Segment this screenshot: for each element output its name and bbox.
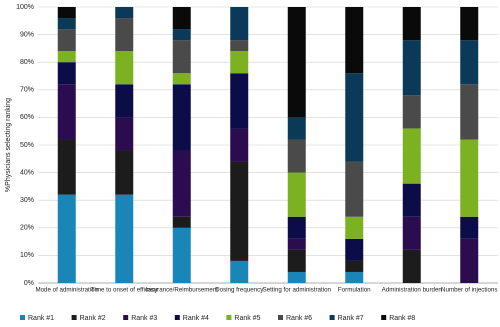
x-tick-label: Administration burden — [382, 287, 443, 294]
bar-segment — [115, 117, 134, 151]
bar-segment — [402, 7, 421, 41]
bar-segment — [402, 249, 421, 283]
bar-segment — [172, 29, 191, 41]
x-tick-label: Setting for administration — [263, 287, 332, 294]
bar-segment — [287, 249, 306, 272]
bar-segment — [57, 18, 76, 30]
bar-segment — [402, 216, 421, 250]
x-tick-label: Number of injections — [441, 287, 497, 294]
bar-segment — [172, 227, 191, 283]
bar-segment — [57, 194, 76, 283]
bar-segment — [57, 51, 76, 63]
bar-segment — [230, 51, 249, 74]
bar-segment — [402, 128, 421, 184]
bar-segment — [460, 7, 479, 41]
legend-swatch — [226, 315, 232, 320]
legend-swatch — [381, 315, 387, 320]
bar-segment — [287, 7, 306, 118]
bar-segment — [172, 73, 191, 85]
legend-swatch — [20, 315, 25, 320]
y-tick-label: 10% — [20, 252, 34, 259]
y-tick-label: 100% — [16, 4, 34, 11]
bar-segment — [402, 183, 421, 217]
legend-label: Rank #4 — [183, 315, 209, 322]
bar-segment — [460, 40, 479, 85]
bar-segment — [172, 40, 191, 74]
bar-segment — [115, 7, 134, 19]
bar-segment — [230, 161, 249, 261]
y-axis-label: %Physicians selecting ranking — [5, 98, 12, 192]
legend-label: Rank #8 — [389, 315, 415, 322]
bar-segment — [345, 7, 364, 74]
bar-segment — [230, 128, 249, 162]
bar-segment — [345, 73, 364, 162]
bar-segment — [460, 84, 479, 140]
bar-segment — [57, 139, 76, 195]
bar-segment — [115, 150, 134, 195]
legend-swatch — [278, 315, 283, 320]
bar-segment — [57, 62, 76, 85]
bar-segment — [402, 95, 421, 129]
bar-segment — [57, 7, 76, 19]
bar-segment — [345, 238, 364, 261]
legend-swatch — [123, 315, 129, 320]
bar-segment — [172, 216, 191, 228]
bar-segment — [115, 194, 134, 283]
bar-segment — [230, 260, 249, 283]
y-tick-label: 0% — [24, 280, 34, 287]
x-tick-label: Mode of administration — [35, 287, 98, 294]
y-tick-label: 40% — [20, 169, 34, 176]
bar-segment — [402, 40, 421, 96]
legend-label: Rank #7 — [338, 315, 364, 322]
bar-segment — [230, 73, 249, 129]
legend-swatch — [71, 315, 77, 320]
y-tick-label: 60% — [20, 114, 34, 121]
legend-label: Rank #2 — [80, 315, 106, 322]
bar-segment — [57, 29, 76, 52]
bar-segment — [287, 271, 306, 283]
y-tick-label: 70% — [20, 87, 34, 94]
bar-segment — [57, 84, 76, 140]
y-tick-label: 20% — [20, 225, 34, 232]
bar-segment — [287, 172, 306, 217]
bar-segment — [460, 238, 479, 283]
legend-swatch — [174, 315, 180, 320]
legend-label: Rank #1 — [28, 315, 54, 322]
bar-segment — [345, 161, 364, 217]
bar-segment — [115, 18, 134, 52]
legend-label: Rank #5 — [234, 315, 260, 322]
bar-segment — [172, 84, 191, 151]
bar-segment — [172, 7, 191, 30]
bar-segment — [287, 216, 306, 239]
legend-label: Rank #3 — [131, 315, 157, 322]
legend-label: Rank #6 — [286, 315, 312, 322]
bar-segment — [115, 84, 134, 118]
x-tick-label: Dosing frequency — [215, 287, 264, 294]
y-tick-label: 30% — [20, 197, 34, 204]
x-tick-label: Insurance/Reimbursement — [145, 287, 218, 294]
bar-segment — [345, 260, 364, 272]
bar-segment — [287, 238, 306, 250]
bar-segment — [287, 139, 306, 173]
bar-segment — [172, 150, 191, 217]
bar-segment — [115, 51, 134, 85]
bar-segment — [460, 139, 479, 217]
y-tick-label: 90% — [20, 31, 34, 38]
x-tick-label: Time to onset of efficacy — [91, 287, 159, 294]
y-tick-label: 80% — [20, 59, 34, 66]
x-tick-label: Formulation — [338, 287, 371, 294]
bar-segment — [460, 216, 479, 239]
bar-segment — [230, 40, 249, 52]
bar-segment — [287, 117, 306, 140]
bar-segment — [230, 7, 249, 41]
legend-swatch — [329, 315, 335, 320]
bar-segment — [345, 216, 364, 239]
bar-segment — [345, 271, 364, 283]
y-tick-label: 50% — [20, 142, 34, 149]
